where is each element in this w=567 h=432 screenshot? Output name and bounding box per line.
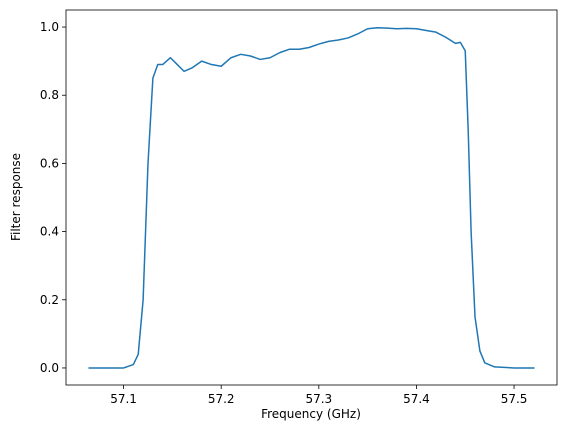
y-tick-label: 1.0 <box>40 20 59 34</box>
y-tick-label: 0.4 <box>40 225 59 239</box>
x-tick-label: 57.5 <box>501 392 528 406</box>
y-tick-label: 0.0 <box>40 361 59 375</box>
y-tick-label: 0.8 <box>40 88 59 102</box>
x-tick-label: 57.1 <box>110 392 137 406</box>
x-axis-label: Frequency (GHz) <box>261 407 361 421</box>
x-tick-label: 57.3 <box>305 392 332 406</box>
y-axis-label: Filter response <box>9 153 23 241</box>
x-tick-label: 57.2 <box>208 392 235 406</box>
line <box>88 26 535 369</box>
y-tick-label: 0.6 <box>40 156 59 170</box>
x-tick-label: 57.4 <box>403 392 430 406</box>
plot-frame <box>65 9 558 386</box>
y-tick-label: 0.2 <box>40 293 59 307</box>
